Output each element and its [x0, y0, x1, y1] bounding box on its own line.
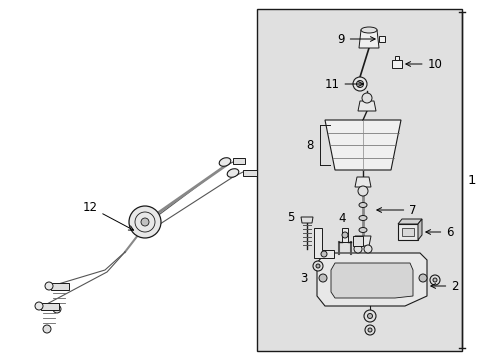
Circle shape	[341, 232, 347, 238]
Circle shape	[367, 328, 371, 332]
Circle shape	[367, 314, 372, 319]
Bar	[401, 228, 413, 236]
Circle shape	[361, 93, 371, 103]
Polygon shape	[417, 219, 421, 240]
Ellipse shape	[227, 169, 238, 177]
Polygon shape	[313, 228, 333, 258]
Polygon shape	[51, 283, 69, 290]
Polygon shape	[397, 219, 421, 224]
Circle shape	[429, 275, 439, 285]
Ellipse shape	[360, 27, 376, 33]
Polygon shape	[394, 56, 398, 60]
Circle shape	[45, 282, 53, 290]
Polygon shape	[378, 36, 384, 42]
Circle shape	[129, 206, 161, 238]
Text: 8: 8	[305, 139, 313, 152]
Polygon shape	[325, 120, 400, 170]
Circle shape	[312, 261, 323, 271]
Polygon shape	[41, 303, 59, 310]
Bar	[256, 9, 461, 351]
Text: 4: 4	[338, 212, 345, 225]
Circle shape	[353, 245, 361, 253]
Polygon shape	[354, 177, 370, 187]
Circle shape	[315, 264, 319, 268]
Circle shape	[356, 81, 363, 87]
Polygon shape	[352, 236, 362, 246]
Ellipse shape	[358, 216, 366, 220]
Text: 7: 7	[376, 203, 416, 216]
Polygon shape	[232, 158, 244, 164]
Polygon shape	[330, 263, 412, 298]
Circle shape	[43, 325, 51, 333]
Circle shape	[363, 310, 375, 322]
Circle shape	[320, 251, 326, 257]
Circle shape	[364, 325, 374, 335]
Circle shape	[318, 274, 326, 282]
Polygon shape	[301, 217, 312, 223]
Circle shape	[357, 186, 367, 196]
Text: 9: 9	[337, 32, 374, 45]
Polygon shape	[354, 236, 370, 246]
Text: 1: 1	[467, 174, 475, 186]
Polygon shape	[357, 101, 375, 111]
Polygon shape	[243, 170, 257, 176]
Text: 6: 6	[425, 225, 453, 239]
Text: 3: 3	[300, 271, 307, 284]
Text: 5: 5	[287, 211, 294, 224]
Circle shape	[432, 278, 436, 282]
Polygon shape	[391, 60, 401, 68]
Polygon shape	[358, 30, 378, 48]
Text: 10: 10	[405, 58, 442, 71]
Polygon shape	[341, 228, 347, 242]
Circle shape	[35, 302, 43, 310]
Circle shape	[352, 77, 366, 91]
Text: 12: 12	[82, 201, 133, 230]
Circle shape	[418, 274, 426, 282]
Polygon shape	[397, 224, 417, 240]
Circle shape	[363, 245, 371, 253]
Text: 2: 2	[430, 279, 458, 292]
Polygon shape	[316, 253, 426, 306]
Circle shape	[141, 218, 149, 226]
Ellipse shape	[358, 202, 366, 207]
Circle shape	[53, 305, 61, 313]
Ellipse shape	[219, 158, 230, 166]
Text: 11: 11	[324, 77, 363, 90]
Ellipse shape	[358, 228, 366, 233]
